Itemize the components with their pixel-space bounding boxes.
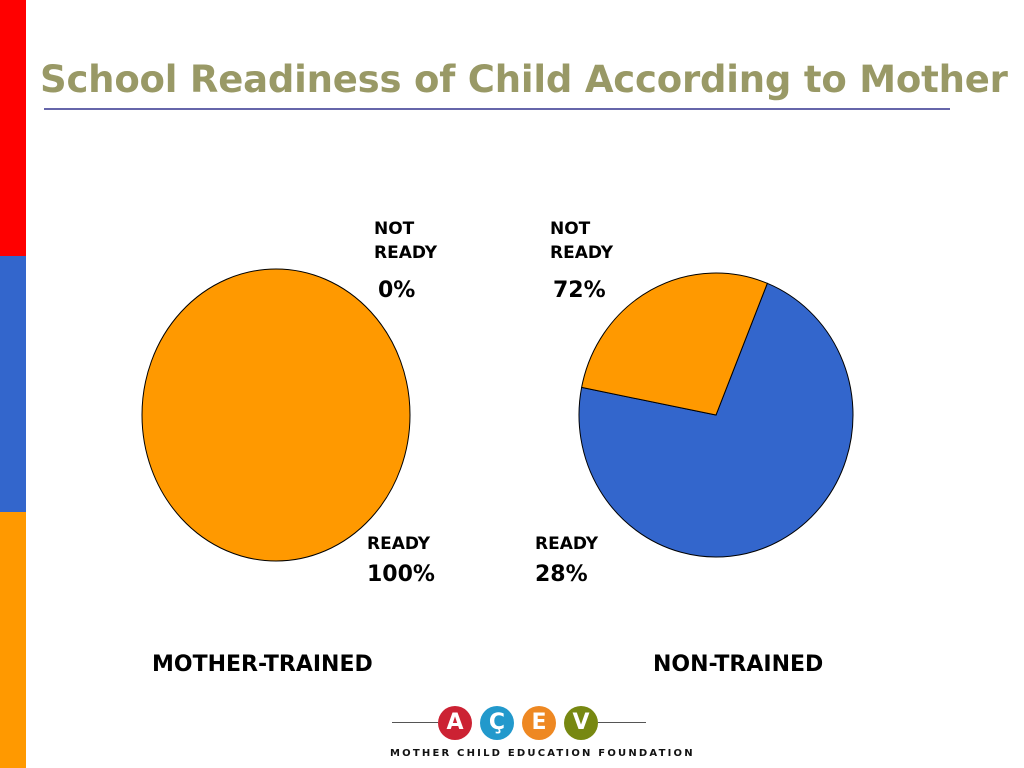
- logo-line-left: [392, 722, 438, 723]
- chart1-ready-value: 100%: [367, 562, 435, 587]
- side-bar-red: [0, 0, 26, 256]
- pie1-slice-ready: [141, 268, 411, 562]
- chart1-ready-label: READY: [367, 534, 431, 554]
- chart1-group-label: MOTHER-TRAINED: [152, 652, 373, 677]
- chart1-not-ready-label: NOT READY: [374, 219, 438, 263]
- chart2-not-ready-value: 72%: [553, 278, 606, 303]
- logo-tagline: MOTHER CHILD EDUCATION FOUNDATION: [390, 748, 695, 759]
- logo-letter-e: E: [522, 706, 556, 740]
- chart2-ready-label: READY: [535, 534, 599, 554]
- side-bar-orange: [0, 512, 26, 768]
- logo-letter-v: V: [564, 706, 598, 740]
- chart2-group-label: NON-TRAINED: [653, 652, 824, 677]
- chart2-not-ready-label: NOT READY: [550, 219, 614, 263]
- logo-letter-c: Ç: [480, 706, 514, 740]
- chart2-ready-value: 28%: [535, 562, 588, 587]
- logo-line-right: [598, 722, 646, 723]
- pie2-slice-ready: [581, 272, 768, 416]
- title-rule: [44, 108, 950, 110]
- chart1-not-ready-value: 0%: [378, 278, 416, 303]
- slide-title: School Readiness of Child According to M…: [40, 58, 1008, 101]
- logo-letter-a: A: [438, 706, 472, 740]
- pie2-slice-not-ready: [578, 282, 854, 558]
- side-bar-blue: [0, 256, 26, 512]
